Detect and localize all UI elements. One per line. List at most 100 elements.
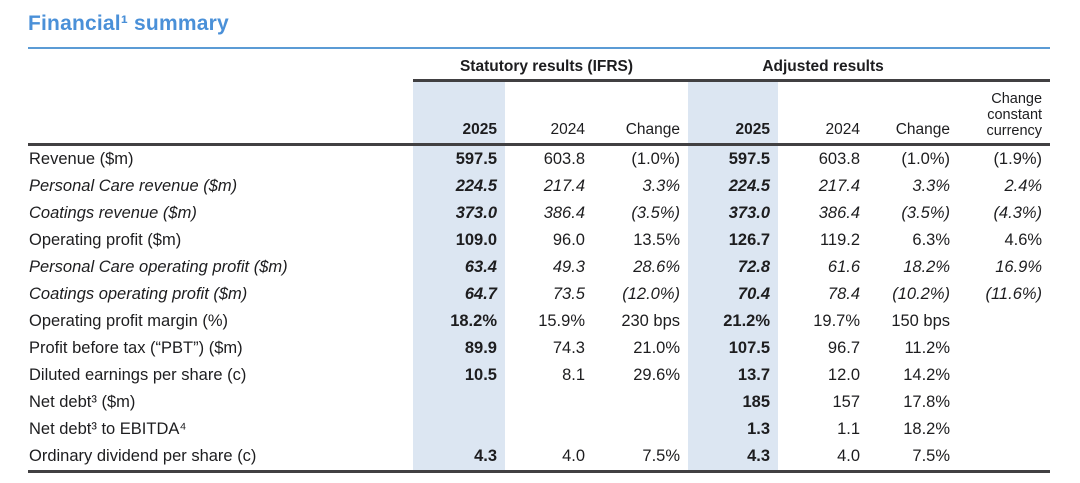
value-cell: 4.6% — [1004, 231, 1043, 249]
value-cell: 597.5 — [413, 144, 505, 173]
value-cell: 4.0 — [837, 447, 861, 465]
table-row: Diluted earnings per share (c) 10.5 8.1 … — [28, 362, 1050, 389]
value-cell: 18.2% — [903, 258, 951, 276]
value-cell: 15.9% — [538, 312, 585, 330]
row-label: Revenue ($m) — [29, 150, 134, 168]
table-row: Personal Care revenue ($m) 224.5 217.4 3… — [28, 173, 1050, 200]
column-header-row: 2025 2024 Change 2025 2024 Change Change… — [28, 80, 1051, 146]
value-cell: 6.3% — [912, 231, 951, 249]
value-cell: 16.9% — [995, 258, 1043, 276]
table-row: Ordinary dividend per share (c) 4.3 4.0 … — [28, 443, 1050, 472]
value-cell: 63.4 — [413, 254, 505, 281]
row-label: Net debt³ ($m) — [29, 393, 136, 411]
financial-summary-table: Statutory results (IFRS) Adjusted result… — [28, 47, 1051, 473]
value-cell — [958, 362, 1050, 389]
value-cell: 89.9 — [413, 335, 505, 362]
value-cell: 96.0 — [552, 231, 585, 249]
table-row: Operating profit margin (%) 18.2% 15.9% … — [28, 308, 1050, 335]
value-cell: 61.6 — [827, 258, 861, 276]
table-row: Revenue ($m) 597.5 603.8 (1.0%) 597.5 60… — [28, 144, 1050, 173]
value-cell: 78.4 — [827, 285, 861, 303]
row-label: Coatings operating profit ($m) — [29, 285, 248, 303]
value-cell — [958, 443, 1050, 472]
value-cell: 74.3 — [552, 339, 585, 357]
value-cell: (3.5%) — [631, 204, 681, 222]
value-cell: (1.0%) — [901, 150, 951, 168]
row-label: Operating profit margin (%) — [29, 312, 228, 330]
col-header-stat-2024: 2024 — [505, 80, 593, 146]
value-cell: 11.2% — [904, 339, 951, 357]
value-cell: 603.8 — [543, 150, 585, 168]
value-cell: 217.4 — [543, 177, 585, 195]
table-row: Coatings operating profit ($m) 64.7 73.5… — [28, 281, 1050, 308]
value-cell — [505, 416, 593, 443]
row-label: Diluted earnings per share (c) — [29, 366, 247, 384]
value-cell: 119.2 — [819, 231, 861, 249]
group-header-row: Statutory results (IFRS) Adjusted result… — [28, 48, 1051, 82]
value-cell: 4.3 — [413, 443, 505, 472]
value-cell: 4.0 — [562, 447, 585, 465]
row-label: Operating profit ($m) — [29, 231, 182, 249]
value-cell: (1.0%) — [631, 150, 681, 168]
col-header-adj-change: Change — [868, 80, 959, 146]
value-cell: 21.0% — [633, 339, 681, 357]
value-cell: 18.2% — [413, 308, 505, 335]
value-cell: (1.9%) — [993, 150, 1043, 168]
value-cell: 19.7% — [813, 312, 861, 330]
value-cell: 217.4 — [818, 177, 861, 195]
value-cell: 185 — [688, 389, 779, 416]
value-cell: 29.6% — [633, 366, 681, 384]
value-cell: 230 bps — [621, 312, 681, 330]
value-cell: 386.4 — [543, 204, 585, 222]
value-cell: 17.8% — [903, 393, 951, 411]
value-cell — [413, 416, 505, 443]
table-row: Net debt³ to EBITDA⁴ 1.3 1.1 18.2% — [28, 416, 1050, 443]
value-cell: 7.5% — [912, 447, 951, 465]
value-cell: (12.0%) — [622, 285, 681, 303]
row-label: Ordinary dividend per share (c) — [29, 447, 257, 465]
col-header-adj-2025: 2025 — [688, 80, 779, 146]
value-cell: (3.5%) — [901, 204, 951, 222]
table-row: Profit before tax (“PBT”) ($m) 89.9 74.3… — [28, 335, 1050, 362]
value-cell: (4.3%) — [993, 204, 1043, 222]
value-cell: 107.5 — [688, 335, 779, 362]
value-cell: 64.7 — [413, 281, 505, 308]
value-cell: 109.0 — [413, 227, 505, 254]
value-cell: (10.2%) — [892, 285, 951, 303]
value-cell — [505, 389, 593, 416]
value-cell — [958, 416, 1050, 443]
value-cell: 157 — [832, 393, 861, 411]
row-label: Profit before tax (“PBT”) ($m) — [29, 339, 243, 357]
value-cell: 603.8 — [818, 150, 861, 168]
value-cell: 224.5 — [688, 173, 779, 200]
col-header-stat-2025: 2025 — [413, 80, 505, 146]
value-cell: 96.7 — [827, 339, 861, 357]
col-header-stat-change: Change — [593, 80, 689, 146]
value-cell: 14.2% — [903, 366, 951, 384]
value-cell: 1.3 — [688, 416, 779, 443]
value-cell: 8.1 — [562, 366, 585, 384]
value-cell: 72.8 — [688, 254, 779, 281]
value-cell — [958, 335, 1050, 362]
table-row: Operating profit ($m) 109.0 96.0 13.5% 1… — [28, 227, 1050, 254]
col-header-change-constant-currency: Change constant currency — [958, 80, 1051, 146]
value-cell: 28.6% — [633, 258, 681, 276]
value-cell: 21.2% — [688, 308, 779, 335]
spacer-cell — [28, 48, 413, 81]
value-cell: 12.0 — [827, 366, 861, 384]
value-cell: 73.5 — [552, 285, 585, 303]
col-header-adj-2024: 2024 — [778, 80, 869, 146]
group-header-adjusted: Adjusted results — [688, 48, 1051, 82]
value-cell: 70.4 — [688, 281, 779, 308]
value-cell — [958, 389, 1050, 416]
value-cell: 1.1 — [837, 420, 861, 438]
value-cell: 18.2% — [903, 420, 951, 438]
table-row: Personal Care operating profit ($m) 63.4… — [28, 254, 1050, 281]
table-row: Net debt³ ($m) 185 157 17.8% — [28, 389, 1050, 416]
value-cell — [413, 389, 505, 416]
value-cell — [593, 389, 688, 416]
row-label: Net debt³ to EBITDA⁴ — [29, 420, 187, 438]
value-cell — [958, 308, 1050, 335]
value-cell: 13.5% — [633, 231, 681, 249]
